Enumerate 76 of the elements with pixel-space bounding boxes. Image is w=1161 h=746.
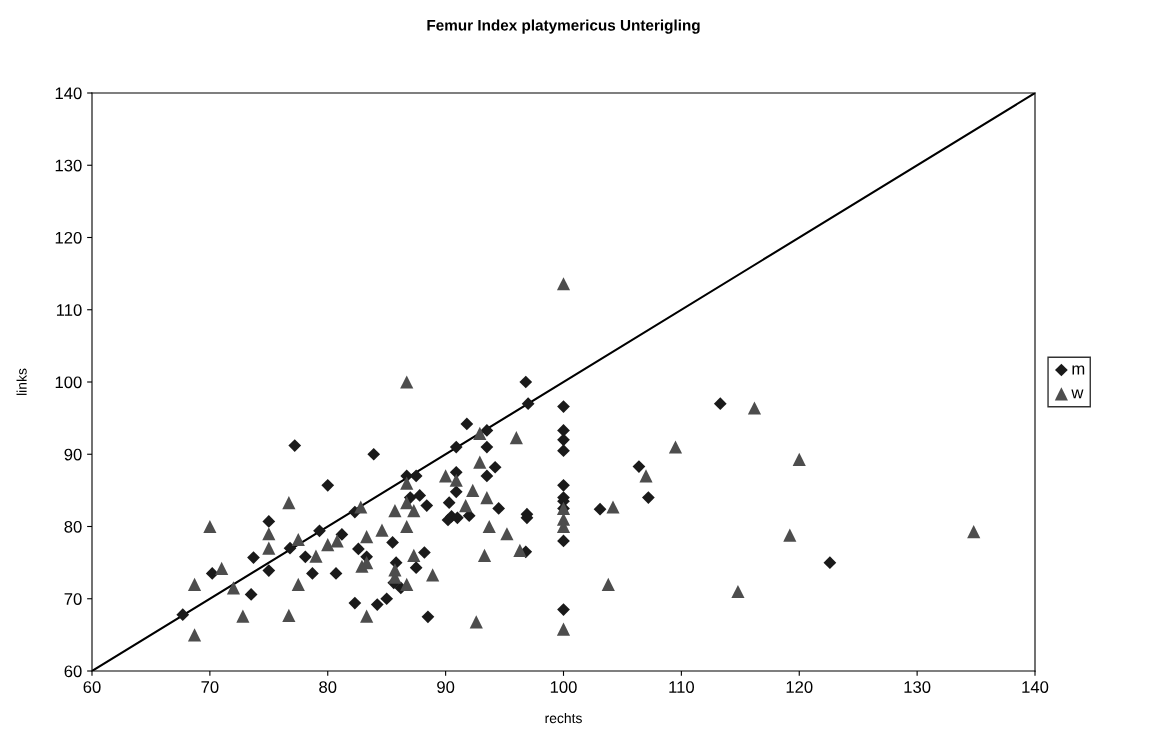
point [792,452,806,466]
y-tick-label: 130 [55,159,82,172]
point [321,537,335,552]
chart-title: Femur Index platymericus Unterigling [427,19,700,34]
x-tick-label: 110 [669,681,695,693]
point [187,577,202,591]
x-tick-label: 90 [437,681,455,693]
y-tick-label: 120 [55,231,82,244]
legend-label: w [1071,389,1084,399]
y-tick-label: 140 [55,87,82,100]
x-axis-title: rechts [545,712,582,724]
y-tick-label: 70 [64,593,82,605]
point [203,519,217,534]
x-tick-label: 100 [550,681,577,693]
y-tick-label: 100 [55,376,82,389]
x-tick-label: 60 [83,681,101,693]
point [330,534,344,548]
point [226,581,241,595]
point [407,548,421,562]
point [480,491,494,505]
legend-label: m [1072,365,1085,375]
point [783,528,797,542]
point [354,500,368,514]
point [236,609,250,623]
y-tick-label: 110 [56,304,82,316]
point [449,473,463,487]
y-tick-label: 60 [64,665,82,678]
point [731,584,745,599]
x-tick-label: 70 [201,681,219,693]
point [400,496,414,510]
point [639,469,653,483]
point [459,498,473,513]
point [556,622,571,636]
point [606,500,620,514]
point [967,524,981,539]
point [262,541,276,555]
point [388,563,402,577]
point [400,519,414,534]
point [500,527,514,541]
y-tick-label: 80 [64,520,82,533]
point [426,568,440,582]
point [601,577,615,591]
point [513,543,527,557]
point [375,523,389,537]
point [187,628,202,642]
y-axis-title: links [16,368,27,395]
x-tick-label: 80 [319,681,337,693]
point [282,608,296,622]
point [473,426,487,440]
point [291,577,305,591]
point [482,519,496,534]
point [747,401,762,415]
y-tick-label: 90 [64,448,82,461]
point [215,561,229,575]
point [262,527,276,541]
point [668,440,683,454]
point [400,375,414,389]
point [360,609,374,623]
point [439,469,453,483]
point [407,504,421,518]
point [473,455,487,469]
x-tick-label: 130 [904,681,931,693]
point [388,504,402,518]
point [282,496,296,510]
point [477,548,492,562]
point [400,577,414,591]
point [400,476,414,490]
point [466,483,480,497]
x-tick-label: 140 [1022,681,1049,693]
point [556,277,571,291]
point [309,549,323,563]
point [360,530,374,544]
point [509,431,523,445]
x-tick-label: 120 [786,681,813,693]
point [469,615,483,629]
point [291,532,305,547]
